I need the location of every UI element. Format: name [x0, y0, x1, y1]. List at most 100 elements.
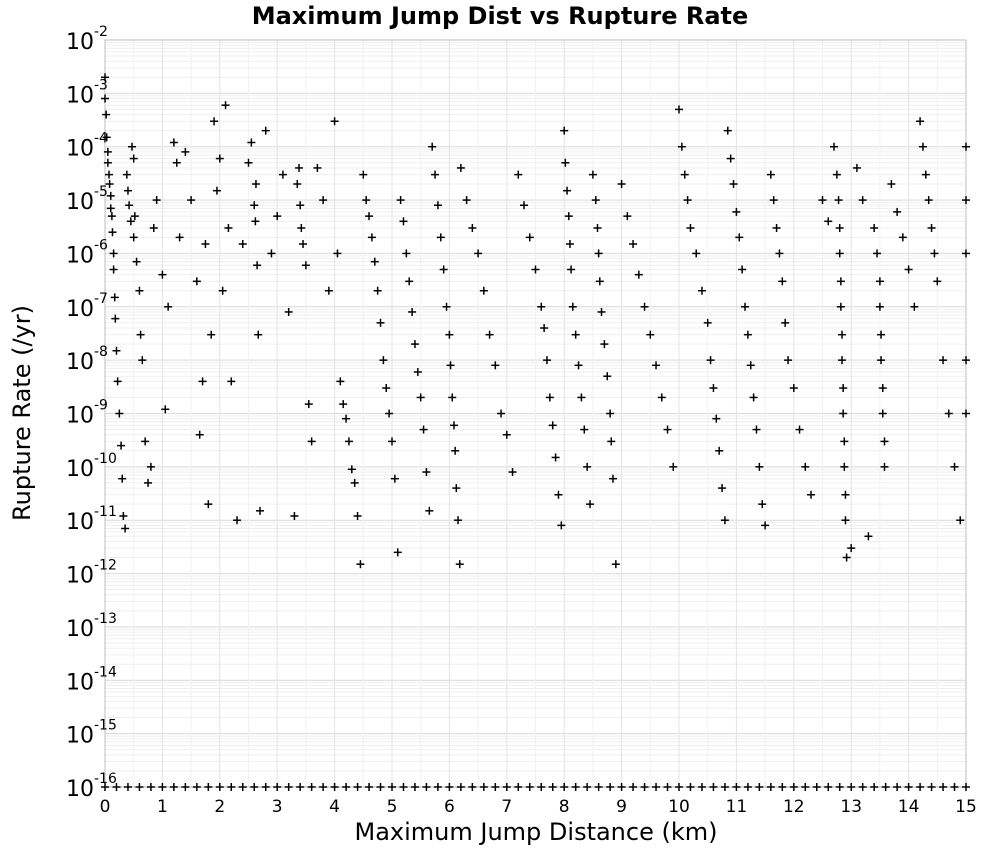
- data-point: [962, 249, 970, 258]
- data-point: [344, 437, 353, 446]
- data-point: [253, 261, 262, 270]
- data-point: [858, 196, 867, 205]
- data-point: [212, 186, 221, 195]
- data-point: [838, 330, 847, 339]
- data-point: [210, 117, 219, 126]
- data-point: [715, 446, 724, 455]
- data-point: [634, 270, 643, 279]
- data-point: [129, 233, 138, 242]
- data-point: [290, 511, 299, 520]
- data-point: [875, 302, 884, 311]
- data-point: [122, 170, 131, 179]
- data-point: [594, 249, 603, 258]
- data-point: [840, 462, 849, 471]
- y-tick-label: 10-11: [66, 504, 117, 535]
- data-point: [732, 207, 741, 216]
- data-point: [924, 196, 933, 205]
- data-point: [293, 180, 302, 189]
- data-point: [336, 377, 345, 386]
- data-point: [703, 318, 712, 327]
- data-point: [138, 356, 147, 365]
- data-point: [887, 180, 896, 189]
- data-point: [571, 783, 580, 791]
- data-point: [255, 506, 264, 515]
- data-point: [224, 223, 233, 232]
- data-point: [468, 223, 477, 232]
- chart-title: Maximum Jump Dist vs Rupture Rate: [252, 2, 749, 30]
- data-point: [571, 330, 580, 339]
- data-point: [108, 228, 117, 237]
- data-point: [152, 196, 161, 205]
- data-point: [878, 384, 887, 393]
- data-point: [204, 783, 213, 791]
- data-point: [839, 409, 848, 418]
- data-point: [250, 783, 259, 791]
- data-point: [456, 783, 465, 791]
- data-point: [766, 170, 775, 179]
- data-point: [365, 212, 374, 221]
- x-tick-label: 11: [726, 797, 748, 817]
- data-point: [342, 783, 351, 791]
- data-point: [520, 201, 529, 210]
- data-point: [561, 158, 570, 167]
- data-point: [836, 277, 845, 286]
- data-point: [962, 142, 970, 151]
- data-point: [278, 170, 287, 179]
- y-tick-label: 10-6: [66, 237, 108, 268]
- data-point: [295, 163, 304, 172]
- data-point: [834, 196, 843, 205]
- data-point: [580, 425, 589, 434]
- data-point: [832, 170, 841, 179]
- y-tick-label: 10-12: [66, 558, 117, 589]
- data-point: [950, 462, 959, 471]
- data-point: [904, 265, 913, 274]
- data-point: [250, 201, 259, 210]
- data-point: [840, 437, 849, 446]
- y-tick-label: 10-2: [66, 24, 108, 55]
- data-point: [738, 265, 747, 274]
- data-point: [227, 377, 236, 386]
- data-point: [735, 233, 744, 242]
- data-point: [629, 783, 638, 791]
- y-tick-label: 10-5: [66, 184, 108, 215]
- data-point: [962, 409, 970, 418]
- data-point: [106, 204, 115, 213]
- data-point: [835, 783, 844, 791]
- data-point: [540, 324, 549, 333]
- data-point: [251, 180, 260, 189]
- data-point: [376, 783, 385, 791]
- data-point: [841, 490, 850, 499]
- data-point: [123, 186, 132, 195]
- data-point: [396, 196, 405, 205]
- data-point: [881, 783, 890, 791]
- data-point: [181, 783, 190, 791]
- data-point: [296, 201, 305, 210]
- data-point: [479, 286, 488, 295]
- data-point: [333, 249, 342, 258]
- data-point: [158, 783, 167, 791]
- data-point: [462, 196, 471, 205]
- y-tick-label: 10-13: [66, 611, 117, 642]
- y-tick-label: 10-14: [66, 664, 117, 695]
- data-point: [775, 249, 784, 258]
- data-point: [146, 462, 155, 471]
- data-point: [452, 484, 461, 493]
- data-point: [172, 158, 181, 167]
- data-point: [565, 240, 574, 249]
- data-point: [313, 163, 322, 172]
- data-point: [428, 142, 437, 151]
- data-point: [752, 425, 761, 434]
- data-point: [204, 500, 213, 509]
- data-point: [801, 783, 810, 791]
- data-point: [755, 462, 764, 471]
- data-point: [829, 142, 838, 151]
- data-point: [449, 421, 458, 430]
- data-point: [376, 318, 385, 327]
- x-tick-labels: 0 1 2 3 4 5 6 7 8 9 10 11 12 13 14 15: [100, 797, 977, 817]
- data-point: [514, 783, 523, 791]
- data-point: [600, 340, 609, 349]
- data-point: [818, 196, 827, 205]
- data-point: [904, 783, 913, 791]
- data-point: [878, 409, 887, 418]
- data-point: [732, 783, 741, 791]
